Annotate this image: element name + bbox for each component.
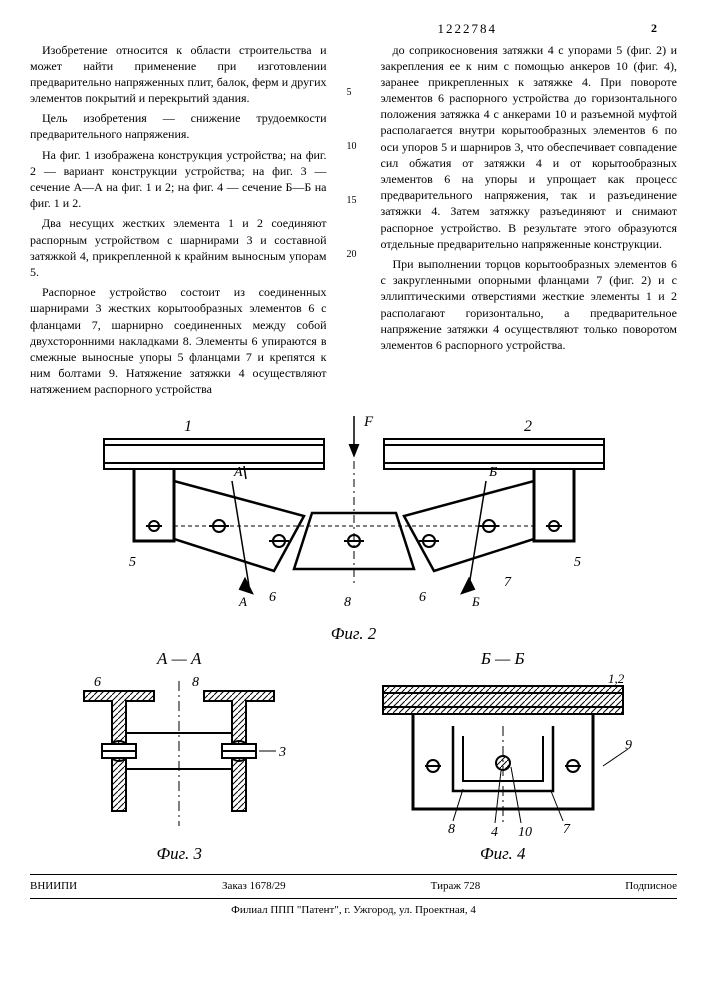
figure-3-block: А — А [64,646,294,866]
figure-4-block: Б — Б [363,646,643,866]
callout: 5 [129,555,136,570]
para: до соприкосновения затяжки 4 с упорами 5… [381,42,678,252]
line-marker: 15 [347,194,361,208]
figure-3: 6 8 3 [64,671,294,841]
figure-3-label: Фиг. 3 [64,843,294,866]
footer-podpis: Подписное [625,879,677,894]
callout: А [233,465,243,480]
callout: 7 [563,822,571,837]
footer-org: ВНИИПИ [30,879,77,894]
footer-tirazh: Тираж 728 [431,879,481,894]
para: При выполнении торцов корытообразных эле… [381,256,678,353]
line-marker: 20 [347,248,361,262]
para: Два несущих жестких элемента 1 и 2 соеди… [30,215,327,280]
callout: 9 [625,738,632,753]
callout: 1 [184,418,192,435]
callout: Б [471,594,480,609]
callout: F [363,414,374,430]
footer-line-2: Филиал ППП "Патент", г. Ужгород, ул. Про… [30,898,677,918]
para: Цель изобретения — снижение трудоемкости… [30,110,327,142]
callout: Б [488,465,497,480]
para: Распорное устройство состоит из соединен… [30,284,327,397]
callout: 6 [269,590,276,605]
figure-4-label: Фиг. 4 [363,843,643,866]
callout: 6 [419,590,426,605]
callout: 1,2 [608,671,625,686]
page-number: 2 [651,20,657,36]
callout: 8 [344,595,351,610]
right-column: до соприкосновения затяжки 4 с упорами 5… [381,42,678,402]
callout: 8 [448,822,455,837]
callout: 2 [524,418,532,435]
figure-4: 1,2 9 8 4 10 7 [363,671,643,841]
callout: 5 [574,555,581,570]
figure-2: 1 2 F А Б 5 6 8 6 7 5 А Б [74,411,634,621]
patent-number: 1222784 [30,20,677,38]
section-bb-label: Б — Б [363,648,643,671]
callout: 10 [518,825,532,840]
callout: 4 [491,825,498,840]
section-aa-label: А — А [64,648,294,671]
text-columns: Изобретение относится к области строител… [30,42,677,402]
callout: 8 [192,675,199,690]
callout: 7 [504,575,512,590]
para: Изобретение относится к области строител… [30,42,327,107]
figures-block: 1 2 F А Б 5 6 8 6 7 5 А Б Фиг. 2 А — А [30,411,677,866]
footer-order: Заказ 1678/29 [222,879,286,894]
callout: 3 [278,745,286,760]
callout: 6 [94,675,101,690]
line-marker: 5 [347,86,361,100]
left-column: Изобретение относится к области строител… [30,42,327,402]
callout: А [238,594,247,609]
line-number-gutter: 5 10 15 20 [347,42,361,402]
footer-line-1: ВНИИПИ Заказ 1678/29 Тираж 728 Подписное [30,874,677,894]
line-marker: 10 [347,140,361,154]
figure-2-label: Фиг. 2 [30,623,677,646]
para: На фиг. 1 изображена конструкция устройс… [30,147,327,212]
